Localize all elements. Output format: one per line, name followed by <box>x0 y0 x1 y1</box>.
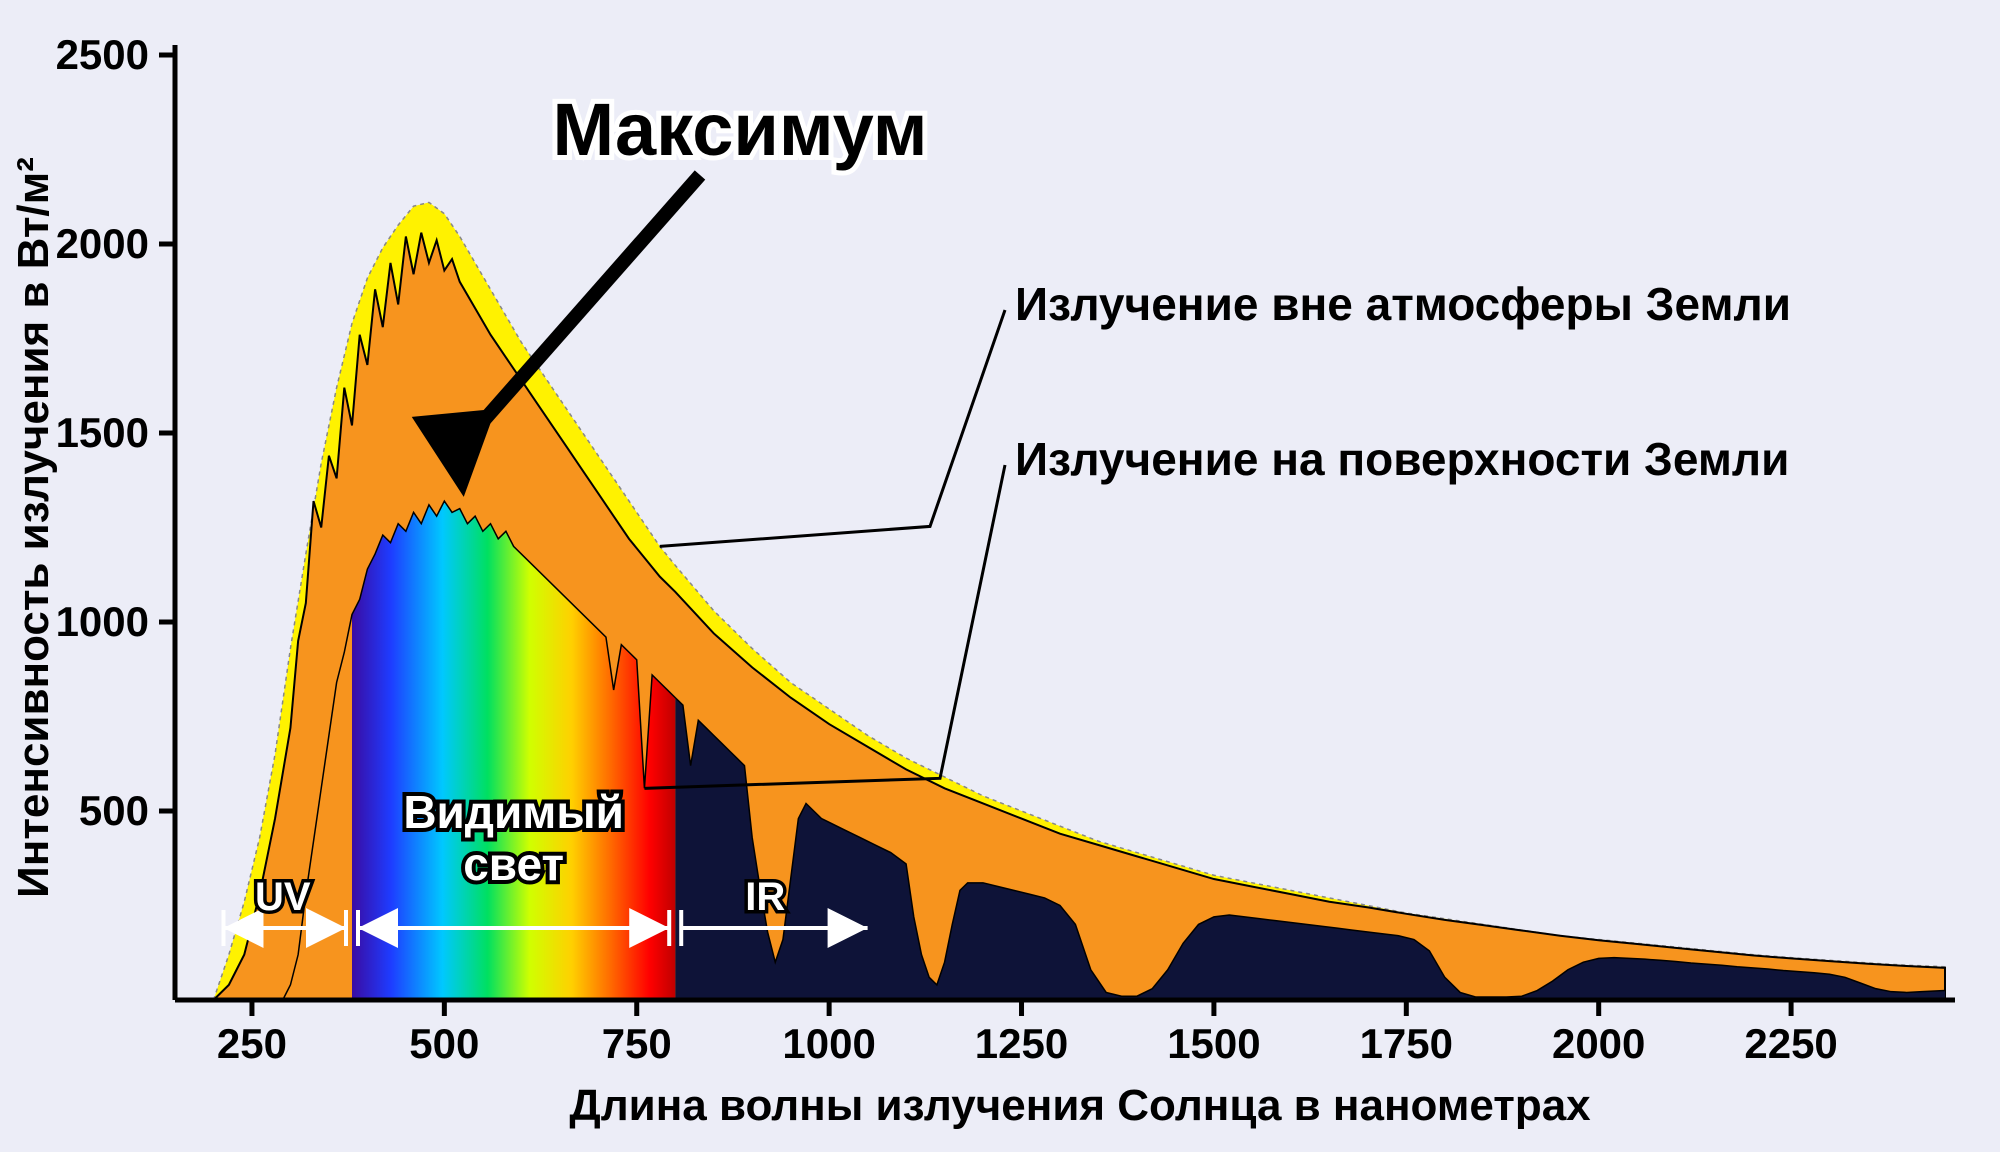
y-tick-label: 2500 <box>56 31 149 78</box>
x-axis-title: Длина волны излучения Солнца в нанометра… <box>569 1081 1591 1130</box>
y-tick-label: 1000 <box>56 598 149 645</box>
y-axis-title: Интенсивность излучения в Вт/м² <box>9 157 58 898</box>
ir-label: IR <box>745 875 785 919</box>
x-tick-label: 1500 <box>1167 1020 1260 1067</box>
x-tick-label: 2250 <box>1744 1020 1837 1067</box>
x-tick-label: 1750 <box>1360 1020 1453 1067</box>
y-tick-label: 1500 <box>56 409 149 456</box>
y-tick-label: 2000 <box>56 220 149 267</box>
uv-label: UV <box>255 875 311 919</box>
x-tick-label: 500 <box>409 1020 479 1067</box>
solar-spectrum-chart: 250 500 750 1000 1250 1500 1750 2000 2250 500 1000… <box>0 0 2000 1152</box>
callout-1-line <box>660 310 1005 546</box>
visible-label-1: Видимый <box>403 786 624 838</box>
x-tick-label: 750 <box>602 1020 672 1067</box>
x-tick-label: 2000 <box>1552 1020 1645 1067</box>
callout-1-text: Излучение вне атмосферы Земли <box>1015 278 1791 330</box>
callout-2-text: Излучение на поверхности Земли <box>1015 433 1789 485</box>
x-tick-label: 1000 <box>782 1020 875 1067</box>
y-tick-label: 500 <box>79 787 149 834</box>
visible-label-2: свет <box>463 838 564 890</box>
maximum-label: Максимум <box>552 88 927 171</box>
x-tick-label: 250 <box>217 1020 287 1067</box>
x-tick-label: 1250 <box>975 1020 1068 1067</box>
